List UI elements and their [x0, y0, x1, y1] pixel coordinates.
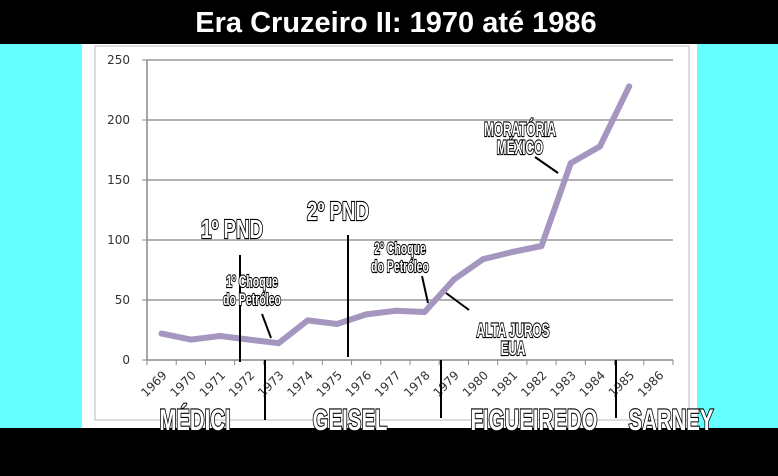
- y-tick-label: 200: [107, 113, 130, 127]
- data-point: [187, 336, 194, 343]
- data-point: [509, 249, 516, 255]
- choque1-label-line1: 1º Choque: [226, 271, 278, 290]
- data-point: [217, 333, 224, 339]
- choque2-label-line1: 2º Choque: [374, 238, 426, 257]
- data-point: [596, 143, 603, 150]
- data-point: [363, 311, 370, 318]
- president-medici: MÉDICI: [159, 403, 230, 437]
- data-point: [450, 276, 457, 283]
- moratoria-label-line2: MÉXICO: [497, 136, 543, 159]
- juros-label-line1: ALTA JUROS: [476, 321, 549, 341]
- data-point: [333, 321, 340, 327]
- right-side-panel: [697, 44, 778, 428]
- data-point: [275, 340, 282, 347]
- choque2-pointer: [421, 275, 429, 304]
- chart-area: [82, 44, 697, 428]
- data-point: [480, 256, 487, 263]
- president-figueiredo: FIGUEIREDO: [471, 404, 598, 437]
- juros-label-line2: EUA: [501, 339, 526, 359]
- moratoria-label-line1: MORATÓRIA: [484, 118, 556, 141]
- slide-title: Era Cruzeiro II: 1970 até 1986: [195, 7, 596, 39]
- data-point: [626, 83, 633, 90]
- y-tick-label: 250: [107, 53, 130, 67]
- plot-frame: [94, 45, 690, 421]
- data-point: [538, 243, 545, 249]
- data-point: [392, 307, 399, 314]
- juros-pointer: [445, 292, 470, 311]
- data-point: [567, 160, 574, 167]
- data-point: [421, 309, 428, 315]
- pnd2-label: 2º PND: [307, 196, 369, 226]
- y-tick-label: 0: [122, 353, 130, 367]
- y-tick-label: 100: [107, 233, 130, 247]
- moratoria-pointer: [534, 156, 559, 174]
- president-geisel: GEISEL: [313, 404, 388, 437]
- left-side-panel: [0, 44, 82, 428]
- y-tick-label: 50: [115, 293, 130, 307]
- data-point: [304, 317, 311, 324]
- data-point: [246, 336, 253, 343]
- data-point: [158, 330, 165, 337]
- choque1-label-line2: do Petróleo: [223, 289, 281, 308]
- annotation-lines: [239, 156, 617, 420]
- choque2-label-line2: do Petróleo: [371, 256, 429, 275]
- pnd1-label: 1º PND: [201, 214, 263, 244]
- choque1-pointer: [261, 313, 272, 339]
- y-tick-label: 150: [107, 173, 130, 187]
- president-sarney: SARNEY: [629, 404, 714, 437]
